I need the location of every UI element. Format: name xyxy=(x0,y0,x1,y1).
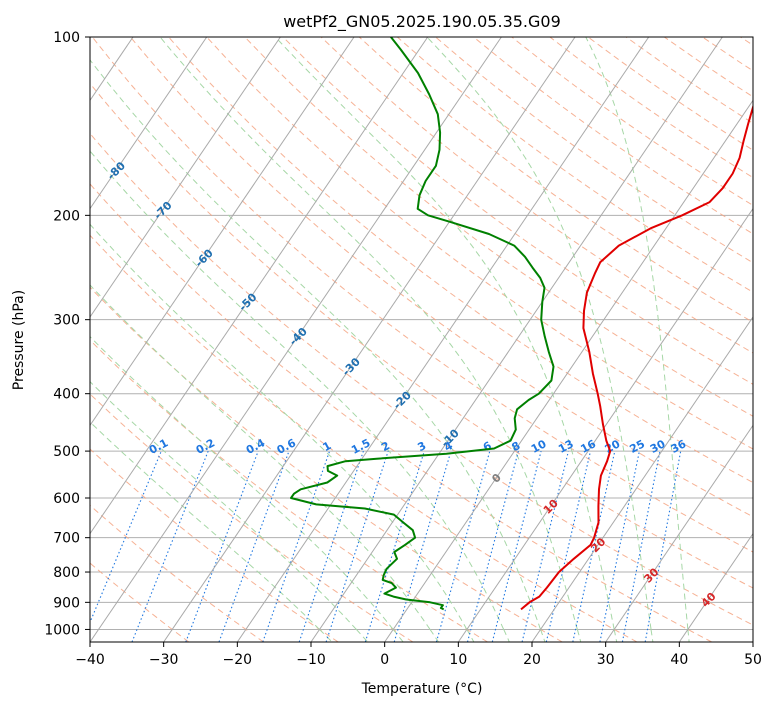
mixing-ratio-line-10 xyxy=(491,450,542,642)
x-axis-title: Temperature (°C) xyxy=(361,681,483,697)
x-tick-label-0: 0 xyxy=(380,652,389,668)
dry-adiabat--20 xyxy=(90,504,264,642)
isotherm-20 xyxy=(531,316,753,642)
dewpoint-profile-line xyxy=(290,37,555,611)
y-tick-label-400: 400 xyxy=(53,387,80,403)
moist-adiabat-35 xyxy=(426,37,654,642)
mixing-ratio-label-25: 25 xyxy=(627,437,647,456)
moist-adiabat-20 xyxy=(90,59,546,642)
y-axis-title: Pressure (hPa) xyxy=(11,290,27,390)
dry-adiabat-60 xyxy=(90,82,753,589)
mixing-ratio-line-30 xyxy=(621,450,661,642)
x-tick-label--30: −30 xyxy=(149,652,179,668)
dry-adiabat-130 xyxy=(320,37,753,354)
moist-adiabat--5 xyxy=(90,380,369,642)
mixing-ratio-line-13 xyxy=(521,450,569,642)
y-tick-label-300: 300 xyxy=(53,313,80,329)
mixing-ratio-line-8 xyxy=(466,450,519,642)
y-tick-label-900: 900 xyxy=(53,595,80,611)
moist-adiabats xyxy=(90,37,690,642)
x-tick-label-20: 20 xyxy=(523,652,541,668)
x-tick-label-40: 40 xyxy=(670,652,688,668)
y-tick-label-800: 800 xyxy=(53,565,80,581)
x-tick-label-50: 50 xyxy=(744,652,762,668)
isotherm--50 xyxy=(90,37,429,535)
isotherm--80 xyxy=(90,37,208,210)
x-tick-label-30: 30 xyxy=(597,652,615,668)
pressure-grid xyxy=(90,37,753,630)
x-tick-label-10: 10 xyxy=(449,652,467,668)
y-tick-label-700: 700 xyxy=(53,531,80,547)
moist-adiabat--10 xyxy=(90,421,333,642)
moist-adiabat-0 xyxy=(90,335,404,642)
mixing-ratio-label-16: 16 xyxy=(578,437,598,456)
moist-adiabat-30 xyxy=(275,37,618,642)
isotherm-40 xyxy=(678,532,753,642)
isotherm--40 xyxy=(90,37,502,642)
isotherm--70 xyxy=(90,37,281,318)
y-tick-label-500: 500 xyxy=(53,444,80,460)
mixing-ratio-line-6 xyxy=(435,450,491,642)
y-tick-label-600: 600 xyxy=(53,491,80,507)
temperature-profile-line xyxy=(520,103,753,611)
moist-adiabat-5 xyxy=(90,284,439,642)
x-tick-label--40: −40 xyxy=(75,652,105,668)
mixing-ratio-label-13: 13 xyxy=(556,437,576,456)
dry-adiabat-20 xyxy=(90,286,563,642)
mixing-ratio-line-36 xyxy=(644,450,682,642)
x-tick-label--20: −20 xyxy=(223,652,253,668)
dry-adiabat-120 xyxy=(282,37,753,385)
isotherm-0 xyxy=(384,99,753,642)
mixing-ratio-line-25 xyxy=(599,450,640,642)
mixing-ratio-line-3 xyxy=(364,450,425,642)
dry-adiabat-50 xyxy=(90,132,753,626)
mixing-ratio-line-0.1 xyxy=(90,450,162,624)
mixing-ratio-line-1.5 xyxy=(298,450,364,642)
isotherm--20 xyxy=(236,37,650,642)
moist-adiabat-25 xyxy=(159,37,582,642)
mixing-ratio-label-36: 36 xyxy=(669,437,689,456)
isotherm--30 xyxy=(163,37,576,642)
dry-adiabat-140 xyxy=(358,37,753,323)
dry-adiabat-70 xyxy=(91,37,753,553)
isotherm-30 xyxy=(605,424,753,642)
mixing-ratio-lines xyxy=(90,450,682,642)
moist-adiabat-15 xyxy=(90,150,510,642)
x-tick-label--10: −10 xyxy=(296,652,326,668)
mixing-ratio-line-20 xyxy=(572,450,616,642)
isotherms xyxy=(90,37,753,642)
isotherm--60 xyxy=(90,37,355,427)
plot-frame xyxy=(89,36,754,643)
x-axis: −40 −30 −20 −10 0 10 20 30 40 50 xyxy=(75,642,762,668)
dry-adiabat-40 xyxy=(90,183,712,642)
mixing-ratio-line-4 xyxy=(393,450,452,642)
isotherm-10 xyxy=(457,207,753,642)
y-axis: 1000 900 800 700 600 500 400 300 200 100 xyxy=(44,30,90,638)
dry-adiabat-30 xyxy=(90,234,638,642)
profile-series xyxy=(290,37,753,611)
mixing-ratio-line-0.6 xyxy=(218,450,290,642)
isotherm--10 xyxy=(310,37,723,642)
plot-background xyxy=(90,37,753,642)
y-tick-label-200: 200 xyxy=(53,208,80,224)
y-tick-label-1000: 1000 xyxy=(44,622,80,638)
mixing-ratio-line-2 xyxy=(325,450,389,642)
mixing-ratio-label-10: 10 xyxy=(529,437,549,456)
mixing-ratio-line-1 xyxy=(262,450,331,642)
moist-adiabat-40 xyxy=(585,37,690,642)
dry-adiabat-80 xyxy=(130,37,753,518)
chart-title: wetPf2_GN05.2025.190.05.35.G09 xyxy=(283,12,561,32)
y-tick-label-100: 100 xyxy=(53,30,80,46)
mixing-ratio-label-30: 30 xyxy=(648,437,668,456)
